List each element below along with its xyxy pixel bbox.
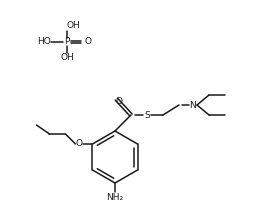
Text: O: O <box>85 37 91 46</box>
Text: P: P <box>64 37 70 46</box>
Text: S: S <box>144 111 150 120</box>
Text: OH: OH <box>60 53 74 62</box>
Text: NH₂: NH₂ <box>106 193 123 201</box>
Text: O: O <box>76 140 83 148</box>
Text: HO: HO <box>37 37 51 46</box>
Text: OH: OH <box>66 21 80 30</box>
Text: N: N <box>190 101 196 110</box>
Text: O: O <box>116 97 122 106</box>
